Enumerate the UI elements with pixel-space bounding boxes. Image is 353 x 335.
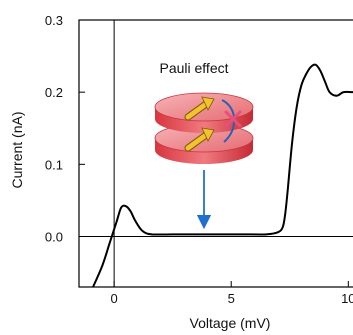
pauli-illustration: Pauli effect bbox=[154, 60, 254, 230]
y-axis-title: Current (nA) bbox=[9, 111, 25, 188]
plot-frame bbox=[78, 19, 353, 288]
blocked-tunneling-icon bbox=[221, 99, 242, 143]
y-tick-label-1: 0.1 bbox=[45, 157, 63, 172]
series-line-0 bbox=[92, 63, 353, 287]
reference-lines bbox=[79, 20, 353, 287]
x-tick-label-0: 0 bbox=[111, 291, 118, 306]
x-axis-title: Voltage (mV) bbox=[190, 315, 271, 331]
annotation-label: Pauli effect bbox=[159, 60, 228, 76]
x-tick-label-1: 5 bbox=[228, 291, 235, 306]
spin-arrow-lower bbox=[184, 127, 215, 152]
plot-border bbox=[78, 19, 353, 288]
y-axis: 0.0 0.1 0.2 0.3 bbox=[45, 13, 85, 244]
y-tick-label-3: 0.3 bbox=[45, 13, 63, 28]
y-tick-label-2: 0.2 bbox=[45, 85, 63, 100]
x-tick-label-2: 10 bbox=[341, 291, 353, 306]
spin-arrow-upper bbox=[184, 96, 215, 121]
x-axis: 0 5 10 bbox=[111, 281, 353, 306]
series-group bbox=[92, 63, 353, 287]
y-tick-label-0: 0.0 bbox=[45, 229, 63, 244]
